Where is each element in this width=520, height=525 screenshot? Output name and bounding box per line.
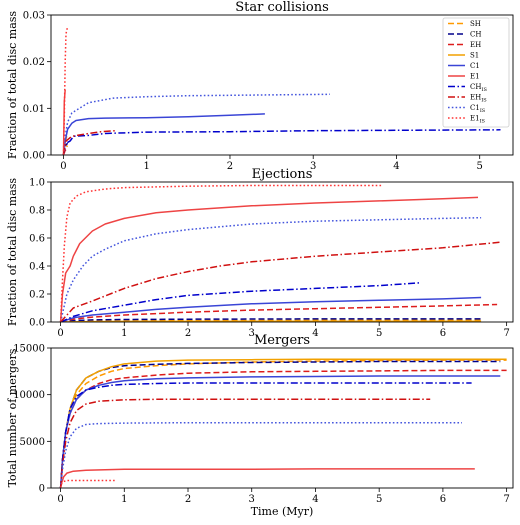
y-tick-label: 1.0 <box>29 178 45 189</box>
y-tick-label: 0.2 <box>29 290 45 301</box>
series-line-c1-is <box>59 216 482 322</box>
y-tick-label: 15000 <box>13 344 45 355</box>
legend-label: EHIS <box>470 94 487 104</box>
x-tick-label: 2 <box>185 494 191 505</box>
series-line-ch-is <box>59 382 472 488</box>
panel-title: Star collisions <box>235 0 329 15</box>
x-tick-label: 5 <box>376 328 382 339</box>
y-tick-label: 0 <box>39 484 45 495</box>
panel-title: Mergers <box>254 333 310 348</box>
legend-label: C1IS <box>470 104 486 114</box>
x-tick-label: 1 <box>121 494 127 505</box>
series-line-c1-is <box>59 421 462 488</box>
plot-frame <box>50 14 514 156</box>
y-tick-label: 0.03 <box>23 11 45 22</box>
x-tick-label: 7 <box>503 494 509 505</box>
series-line-eh-is <box>60 241 501 322</box>
series-line-eh <box>59 369 507 488</box>
x-tick-label: 3 <box>310 161 316 172</box>
plot-frame <box>50 347 514 489</box>
x-tick-label: 2 <box>185 328 191 339</box>
x-tick-label: 0 <box>60 161 66 172</box>
series-line-eh-is <box>62 129 116 155</box>
series-group <box>59 358 507 488</box>
x-tick-label: 0 <box>57 328 63 339</box>
x-tick-label: 6 <box>440 328 446 339</box>
y-tick-label: 0.4 <box>29 262 45 273</box>
legend-label: CH <box>470 31 481 39</box>
panel-3: Mergers Total number of mergers Time (Myr)… <box>6 333 514 518</box>
tick-group: 0 1 2 3 4 5 6 7 0.0 0.2 0.4 0.6 0.8 1.0 <box>29 178 510 340</box>
series-line-c1 <box>59 375 501 488</box>
series-line-e1 <box>62 89 66 155</box>
plot-frame <box>50 181 514 323</box>
legend-label: C1 <box>470 62 480 70</box>
series-line-ch <box>60 318 482 322</box>
series-line-e1-is <box>59 479 115 488</box>
y-tick-label: 0.02 <box>23 57 45 68</box>
y-tick-label: 0.0 <box>29 318 45 329</box>
series-line-c1 <box>62 113 265 155</box>
x-tick-label: 1 <box>121 328 127 339</box>
legend-label: EH <box>470 41 481 49</box>
series-line-eh <box>60 303 498 322</box>
x-tick-label: 5 <box>477 161 483 172</box>
tick-group: 0 1 2 3 4 5 0.00 0.01 0.02 0.03 <box>23 11 483 173</box>
x-tick-label: 1 <box>144 161 150 172</box>
series-line-e1 <box>59 196 479 322</box>
panel-1: Star collisions Fraction of total disc ma… <box>6 0 514 173</box>
series-line-e1 <box>59 468 475 488</box>
x-axis-label: Time (Myr) <box>251 505 314 518</box>
y-tick-label: 0.00 <box>23 151 45 162</box>
legend-label: S1 <box>470 52 479 60</box>
series-group <box>62 26 501 155</box>
legend-label: CHIS <box>470 83 487 93</box>
x-tick-label: 4 <box>312 494 318 505</box>
series-line-e1-is <box>59 184 383 322</box>
series-line-c1 <box>60 296 482 322</box>
y-tick-label: 5000 <box>20 437 45 448</box>
series-group <box>59 184 501 322</box>
x-tick-label: 5 <box>376 494 382 505</box>
y-axis-label: Fraction of total disc mass <box>6 178 19 326</box>
y-axis-label: Total number of mergers <box>6 348 19 487</box>
x-tick-label: 6 <box>440 494 446 505</box>
series-line-eh-is <box>59 398 431 488</box>
legend-label: SH <box>470 20 481 28</box>
y-tick-label: 10000 <box>13 390 45 401</box>
x-tick-label: 7 <box>503 328 509 339</box>
x-tick-label: 3 <box>249 494 255 505</box>
y-tick-label: 0.01 <box>23 104 45 115</box>
x-tick-label: 4 <box>393 161 399 172</box>
x-tick-label: 4 <box>312 328 318 339</box>
x-tick-label: 2 <box>227 161 233 172</box>
series-line-ch-is <box>62 129 501 155</box>
panel-title: Ejections <box>252 167 313 182</box>
series-line-ch-is <box>60 282 421 322</box>
y-axis-label: Fraction of total disc mass <box>6 11 19 159</box>
legend-label: E1 <box>470 73 480 81</box>
legend-label: E1IS <box>470 115 486 125</box>
series-line-c1-is <box>62 93 330 155</box>
y-tick-label: 0.6 <box>29 234 45 245</box>
panel-2: Ejections Fraction of total disc mass 0 1 2 3… <box>6 167 514 340</box>
y-tick-label: 0.8 <box>29 206 45 217</box>
tick-group: 0 1 2 3 4 5 6 7 0 5000 10000 15000 <box>13 344 510 506</box>
x-tick-label: 0 <box>57 494 63 505</box>
x-tick-label: 3 <box>249 328 255 339</box>
